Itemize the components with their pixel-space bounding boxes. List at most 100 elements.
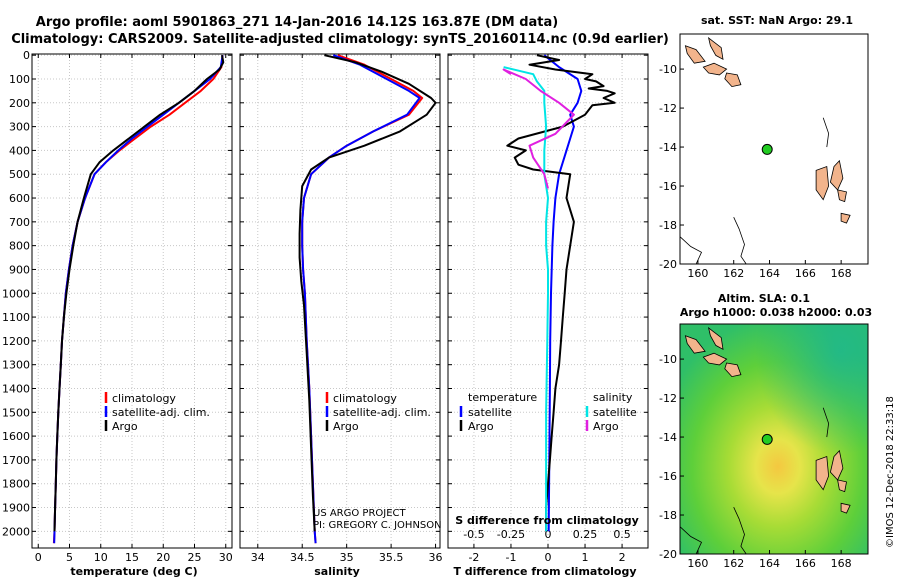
map-y-tick-label: -14 xyxy=(659,141,677,154)
depth-tick-label: 300 xyxy=(9,121,30,134)
depth-tick-label: 700 xyxy=(9,216,30,229)
x-tick-label: 10 xyxy=(94,551,108,564)
series-line-argo xyxy=(506,54,616,532)
x2-tick-label: -0.25 xyxy=(497,528,525,541)
difference-legend: temperature satellite Argo salinity sate… xyxy=(459,391,637,433)
s-difference-axis-label: S difference from climatology xyxy=(455,514,639,527)
legend-label-satellite: satellite-adj. clim. xyxy=(112,406,210,419)
map-x-tick-label: 166 xyxy=(795,267,816,280)
series-line-satellite-adj-clim- xyxy=(53,55,224,544)
x-tick-label: 20 xyxy=(156,551,170,564)
legend-title-temperature: temperature xyxy=(468,391,537,404)
reef-outline xyxy=(822,407,830,438)
map-y-tick-label: -10 xyxy=(659,63,677,76)
reef-outline xyxy=(733,217,747,265)
island-shape xyxy=(724,72,742,88)
depth-tick-label: 1400 xyxy=(2,382,30,395)
profile-panel-1: 0100200300400500600700800900100011001200… xyxy=(2,49,233,564)
series-line-satellite-adj-clim- xyxy=(301,54,421,544)
depth-tick-label: 1800 xyxy=(2,478,30,491)
depth-tick-label: 1300 xyxy=(2,359,30,372)
island-shape xyxy=(815,455,830,491)
x-tick-label: 15 xyxy=(125,551,139,564)
x2-tick-label: 0.25 xyxy=(573,528,598,541)
location-maps: 160 162 164 166 168-10-12-14-16-18-20160 162 1… xyxy=(659,33,869,570)
map-y-tick-label: -16 xyxy=(659,180,677,193)
legend-label-climatology: climatology xyxy=(333,392,397,405)
map-bottom-title2: Argo h1000: 0.038 h2000: 0.03 xyxy=(680,306,872,319)
series-line-argo xyxy=(53,55,225,532)
credit-line1: US ARGO PROJECT xyxy=(313,508,407,519)
island-shape xyxy=(815,165,830,201)
legend-label-s-argo: Argo xyxy=(593,420,619,433)
depth-tick-label: 1500 xyxy=(2,406,30,419)
map-y-tick-label: -14 xyxy=(659,431,677,444)
map-bottom-title1: Altim. SLA: 0.1 xyxy=(718,292,810,305)
temperature-axis-label: temperature (deg C) xyxy=(70,565,197,578)
map-frame xyxy=(679,323,869,555)
legend-label-climatology: climatology xyxy=(112,392,176,405)
map-x-tick-label: 164 xyxy=(759,557,780,570)
island-shape xyxy=(840,212,851,224)
depth-tick-label: 2000 xyxy=(2,525,30,538)
legend-label-t-satellite: satellite xyxy=(468,406,512,419)
figure-title-line1: Argo profile: aoml 5901863_271 14-Jan-20… xyxy=(36,15,558,30)
legend-label-argo: Argo xyxy=(333,420,359,433)
credit-line2: PI: GREGORY C. JOHNSON xyxy=(313,520,442,531)
x-tick-label: 0 xyxy=(35,551,42,564)
t-difference-axis-label: T difference from climatology xyxy=(453,565,636,578)
argo-location-marker xyxy=(761,143,773,155)
island-shape xyxy=(702,352,728,366)
legend-label-argo: Argo xyxy=(112,420,138,433)
salinity-legend: climatology satellite-adj. clim. Argo xyxy=(325,392,431,433)
map-y-tick-label: -10 xyxy=(659,353,677,366)
series-line-argo xyxy=(298,54,437,532)
map-x-tick-label: 162 xyxy=(723,267,744,280)
reef-outline xyxy=(822,117,830,148)
x-tick-label: 35.5 xyxy=(379,551,404,564)
island-shape xyxy=(840,502,851,514)
map-bottom: 160 162 164 166 168 -10 -12 -14 -16 -18 -20 xyxy=(659,323,869,570)
x-tick-label: 35 xyxy=(340,551,354,564)
island-shape xyxy=(837,189,847,203)
island-shape xyxy=(837,479,847,493)
map-x-tick-label: 162 xyxy=(723,557,744,570)
x-tick-label: 2 xyxy=(619,551,626,564)
legend-label-t-argo: Argo xyxy=(468,420,494,433)
x-tick-label: 30 xyxy=(219,551,233,564)
island-shape xyxy=(684,335,706,354)
island-shape xyxy=(724,362,742,378)
map-y-tick-label: -20 xyxy=(659,258,677,271)
x-tick-label: -2 xyxy=(468,551,479,564)
map-frame xyxy=(679,33,869,265)
depth-tick-label: 1900 xyxy=(2,502,30,515)
map-x-tick-label: 160 xyxy=(687,267,708,280)
depth-tick-label: 1600 xyxy=(2,430,30,443)
x-tick-label: 34.5 xyxy=(290,551,315,564)
x-tick-label: 5 xyxy=(66,551,73,564)
x-tick-label: 1 xyxy=(582,551,589,564)
depth-tick-label: 500 xyxy=(9,168,30,181)
series-line-satellite-salinity- xyxy=(503,66,549,532)
legend-label-s-satellite: satellite xyxy=(593,406,637,419)
island-shape xyxy=(684,45,706,64)
island-shape xyxy=(707,36,724,61)
series-line-argo-salinity- xyxy=(502,68,575,189)
x2-tick-label: 0.5 xyxy=(613,528,631,541)
series-line-satellite xyxy=(543,54,583,532)
imos-stamp: ©IMOS 12-Dec-2018 22:33:18 xyxy=(885,396,896,548)
map-x-tick-label: 168 xyxy=(831,267,852,280)
x-tick-label: 25 xyxy=(188,551,202,564)
profile-panel-2: 34 34.5 35 35.5 36 xyxy=(239,53,443,564)
depth-tick-label: 600 xyxy=(9,192,30,205)
x2-tick-label: -0.5 xyxy=(463,528,484,541)
depth-tick-label: 900 xyxy=(9,263,30,276)
depth-tick-label: 0 xyxy=(23,49,30,62)
profile-panels: 0100200300400500600700800900100011001200… xyxy=(2,49,649,564)
x-tick-label: 36 xyxy=(429,551,443,564)
map-x-tick-label: 166 xyxy=(795,557,816,570)
depth-tick-label: 200 xyxy=(9,97,30,110)
island-shape xyxy=(829,159,844,191)
depth-tick-label: 1700 xyxy=(2,454,30,467)
island-shape xyxy=(702,62,728,76)
